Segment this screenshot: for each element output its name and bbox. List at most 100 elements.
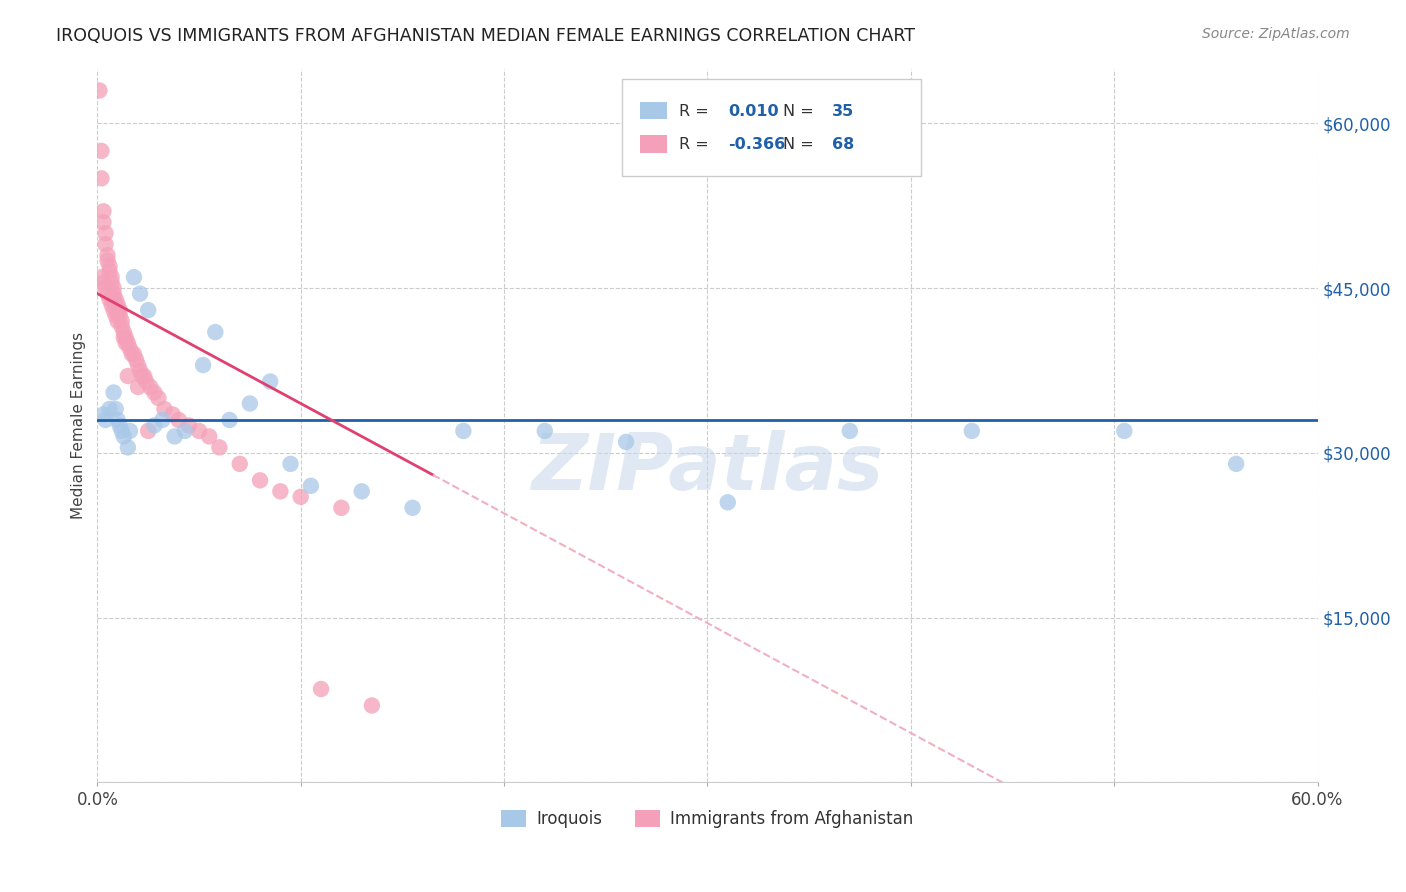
Point: [112, 429, 135, 443]
Point: [121, 347, 143, 361]
Point: [94, 413, 117, 427]
Point: [1225, 457, 1247, 471]
Point: [239, 396, 262, 410]
Point: [118, 342, 141, 356]
Point: [136, 424, 159, 438]
Point: [218, 413, 240, 427]
Point: [350, 484, 373, 499]
Point: [249, 474, 271, 488]
Text: N =: N =: [783, 137, 818, 153]
Point: [100, 270, 122, 285]
Point: [103, 286, 125, 301]
Point: [269, 484, 291, 499]
Point: [93, 204, 115, 219]
Point: [153, 401, 176, 416]
Text: -0.366: -0.366: [728, 137, 786, 153]
Point: [167, 413, 190, 427]
Point: [163, 429, 186, 443]
Point: [111, 314, 134, 328]
Point: [107, 413, 129, 427]
Point: [100, 276, 122, 290]
Point: [143, 385, 166, 400]
Y-axis label: Median Female Earnings: Median Female Earnings: [72, 332, 86, 519]
Point: [112, 325, 135, 339]
Point: [143, 418, 166, 433]
Point: [89, 83, 111, 97]
Point: [614, 434, 637, 449]
Point: [98, 259, 121, 273]
Point: [104, 298, 127, 312]
Point: [162, 408, 184, 422]
Point: [228, 457, 250, 471]
Point: [148, 391, 170, 405]
Point: [96, 248, 118, 262]
Point: [125, 352, 148, 367]
Point: [96, 286, 118, 301]
Point: [90, 144, 112, 158]
Point: [107, 314, 129, 328]
Point: [131, 369, 153, 384]
Point: [107, 303, 129, 318]
Point: [96, 253, 118, 268]
Text: N =: N =: [783, 103, 818, 119]
Point: [122, 270, 145, 285]
Text: R =: R =: [679, 103, 714, 119]
Point: [173, 424, 195, 438]
Point: [208, 441, 231, 455]
FancyBboxPatch shape: [640, 102, 668, 120]
Point: [94, 281, 117, 295]
FancyBboxPatch shape: [640, 136, 668, 153]
Point: [717, 495, 740, 509]
Point: [111, 319, 134, 334]
Point: [838, 424, 860, 438]
Point: [108, 309, 131, 323]
Point: [1114, 424, 1136, 438]
Point: [107, 303, 129, 318]
Point: [108, 418, 131, 433]
Point: [114, 336, 136, 351]
Point: [280, 457, 302, 471]
Point: [129, 286, 152, 301]
Point: [100, 298, 122, 312]
Text: 0.010: 0.010: [728, 103, 779, 119]
Point: [127, 380, 149, 394]
Point: [93, 215, 115, 229]
Point: [98, 401, 121, 416]
Point: [94, 226, 117, 240]
Point: [103, 385, 125, 400]
Text: IROQUOIS VS IMMIGRANTS FROM AFGHANISTAN MEDIAN FEMALE EARNINGS CORRELATION CHART: IROQUOIS VS IMMIGRANTS FROM AFGHANISTAN …: [56, 27, 915, 45]
Point: [127, 358, 149, 372]
FancyBboxPatch shape: [621, 79, 921, 176]
Point: [103, 292, 125, 306]
Point: [960, 424, 983, 438]
Point: [177, 418, 200, 433]
Point: [108, 303, 131, 318]
Point: [401, 500, 423, 515]
Point: [361, 698, 384, 713]
Point: [114, 330, 136, 344]
Point: [135, 375, 157, 389]
Point: [117, 441, 139, 455]
Text: 35: 35: [832, 103, 853, 119]
Text: R =: R =: [679, 137, 714, 153]
Point: [117, 369, 139, 384]
Point: [93, 276, 115, 290]
Point: [103, 303, 125, 318]
Point: [309, 681, 332, 696]
Point: [533, 424, 555, 438]
Point: [152, 413, 174, 427]
Point: [290, 490, 312, 504]
Point: [453, 424, 475, 438]
Point: [111, 424, 134, 438]
Point: [118, 424, 141, 438]
Point: [103, 281, 125, 295]
Point: [98, 292, 121, 306]
Point: [93, 408, 115, 422]
Point: [198, 429, 221, 443]
Point: [98, 265, 121, 279]
Point: [104, 401, 127, 416]
Point: [134, 369, 156, 384]
Point: [112, 330, 135, 344]
Point: [90, 171, 112, 186]
Point: [188, 424, 211, 438]
